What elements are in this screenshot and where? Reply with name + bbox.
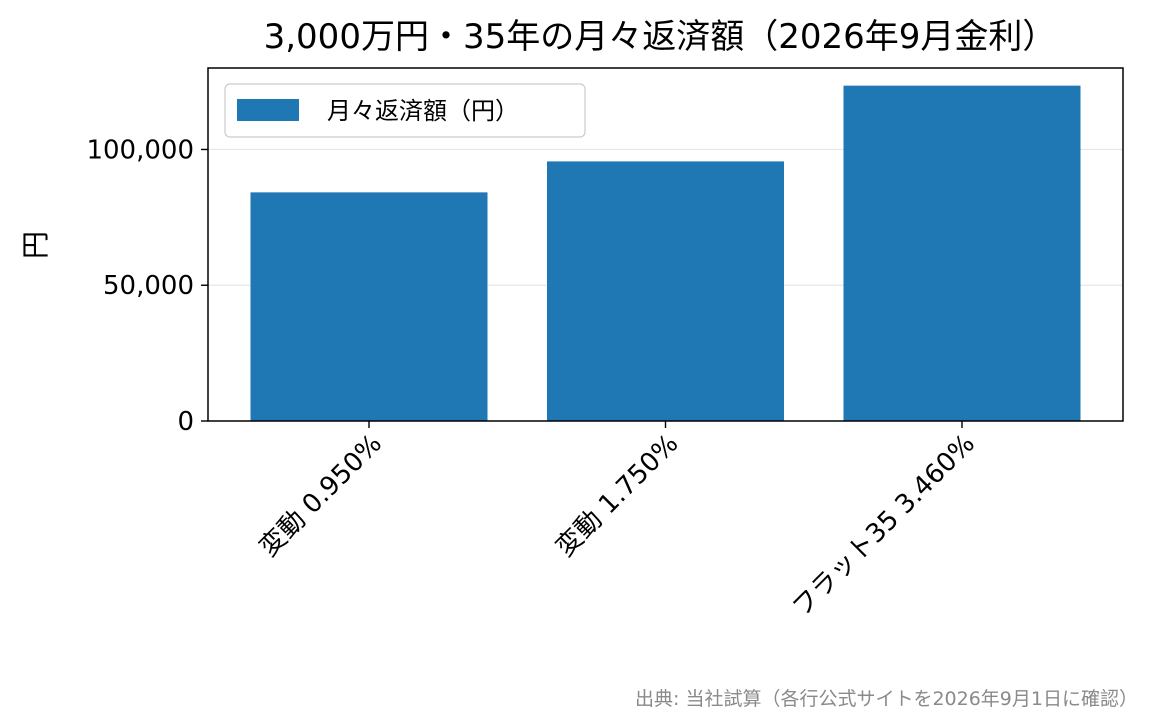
- x-axis-ticks: 変動 0.950% 変動 1.750% フラット35 3.460%: [254, 421, 981, 623]
- chart-title: 3,000万円・35年の月々返済額（2026年9月金利）: [264, 17, 1057, 57]
- y-axis-ticks: 0 50,000 100,000: [86, 135, 208, 437]
- legend-label: 月々返済額（円）: [327, 97, 519, 125]
- legend: 月々返済額（円）: [224, 83, 586, 138]
- legend-swatch: [237, 99, 299, 121]
- x-tick-label: フラット35 3.460%: [787, 429, 981, 623]
- bars: [250, 85, 1081, 422]
- x-tick-label: 変動 1.750%: [551, 429, 685, 563]
- y-tick-label: 0: [177, 407, 194, 437]
- x-tick-label: 変動 0.950%: [254, 429, 388, 563]
- y-tick-label: 50,000: [103, 271, 194, 301]
- bar: [843, 85, 1081, 422]
- legend-box: [224, 83, 586, 138]
- bar: [547, 161, 784, 421]
- source-note: 出典: 当社試算（各行公式サイトを2026年9月1日に確認）: [635, 688, 1138, 710]
- bar: [250, 192, 488, 421]
- y-tick-label: 100,000: [86, 135, 194, 165]
- y-axis-label: 円: [19, 231, 52, 259]
